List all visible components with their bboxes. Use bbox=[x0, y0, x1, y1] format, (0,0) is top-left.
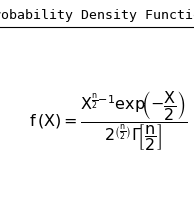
Text: Probability Density Function: Probability Density Function bbox=[0, 9, 194, 22]
Text: $\mathsf{f\,(X) = }\dfrac{\mathsf{X}^{\frac{\mathsf{n}}{\mathsf{2}}\mathsf{-1}}\: $\mathsf{f\,(X) = }\dfrac{\mathsf{X}^{\f… bbox=[29, 89, 188, 153]
